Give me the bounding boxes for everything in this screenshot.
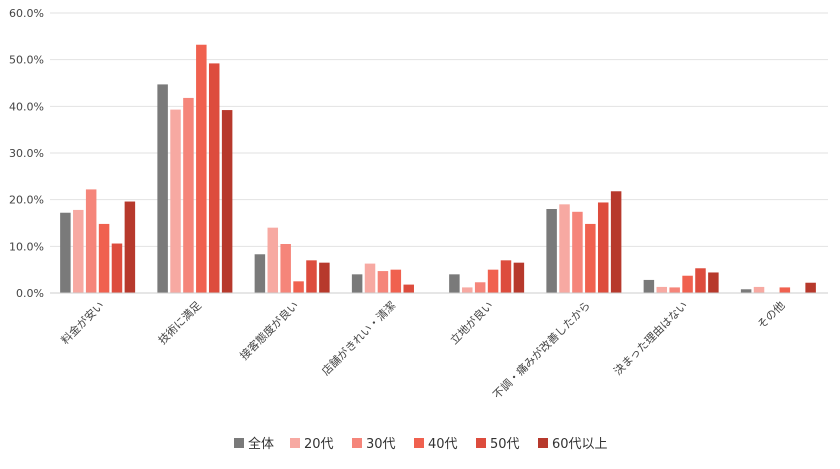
bar-1-4 xyxy=(98,223,110,293)
category-label: 決まった理由はない xyxy=(611,298,691,378)
legend-swatch xyxy=(352,438,362,448)
legend-swatch xyxy=(414,438,424,448)
legend-item: 20代 xyxy=(290,437,334,452)
bar-4-5 xyxy=(403,284,414,293)
bar-4-4 xyxy=(390,269,402,293)
bar-7-1 xyxy=(643,279,655,293)
y-tick-label: 60.0% xyxy=(9,7,44,20)
bar-5-6 xyxy=(513,262,525,293)
bar-3-5 xyxy=(306,260,317,293)
bars xyxy=(60,44,816,294)
bar-6-4 xyxy=(585,223,596,293)
bar-3-4 xyxy=(293,281,304,293)
bar-2-1 xyxy=(157,84,168,294)
legend-swatch xyxy=(476,438,486,448)
bar-6-3 xyxy=(572,211,583,293)
bar-5-4 xyxy=(487,269,499,293)
legend-item: 40代 xyxy=(414,437,458,452)
bar-5-5 xyxy=(500,260,512,293)
bar-6-5 xyxy=(597,202,609,293)
bar-5-2 xyxy=(462,287,473,293)
bar-2-5 xyxy=(208,63,220,294)
legend-swatch xyxy=(290,438,300,448)
bar-2-4 xyxy=(196,44,207,294)
bar-7-4 xyxy=(682,275,693,293)
category-label: 接客態度が良い xyxy=(237,298,301,362)
bar-8-6 xyxy=(805,282,816,293)
bar-2-6 xyxy=(221,110,233,293)
bar-5-3 xyxy=(474,282,486,293)
bar-4-1 xyxy=(351,274,363,293)
bar-1-3 xyxy=(85,189,97,293)
legend-swatch xyxy=(538,438,548,448)
y-tick-label: 20.0% xyxy=(9,194,44,207)
bar-1-2 xyxy=(73,209,84,293)
legend-label: 全体 xyxy=(248,436,274,452)
bar-1-6 xyxy=(124,201,136,293)
y-tick-label: 50.0% xyxy=(9,54,44,67)
legend-item: 60代以上 xyxy=(538,437,608,452)
category-label: 立地が良い xyxy=(447,298,496,347)
category-labels: 料金が安い 技術に満足 接客態度が良い 店舗がきれい・清潔 立地が良い不調・痛みが改善し… xyxy=(58,298,788,401)
bar-2-2 xyxy=(170,109,181,293)
bar-2-3 xyxy=(183,97,194,294)
legend-label: 20代 xyxy=(304,437,334,452)
y-tick-label: 30.0% xyxy=(9,147,44,160)
legend-swatch xyxy=(234,438,244,448)
bar-3-3 xyxy=(280,244,291,293)
legend-label: 50代 xyxy=(490,437,520,452)
legend-label: 40代 xyxy=(428,437,458,452)
legend-label: 30代 xyxy=(366,437,396,452)
bar-7-2 xyxy=(656,286,668,293)
bar-4-2 xyxy=(364,263,376,293)
bar-4-3 xyxy=(377,271,389,293)
legend: 全体 20代 30代 40代 50代 60代以上 xyxy=(234,436,608,452)
bar-6-1 xyxy=(546,209,557,293)
bar-7-6 xyxy=(708,272,719,293)
bar-3-2 xyxy=(267,227,279,293)
category-label: 店舗がきれい・清潔 xyxy=(319,298,399,378)
y-tick-label: 40.0% xyxy=(9,100,44,113)
bar-3-1 xyxy=(254,254,266,293)
category-label: 料金が安い xyxy=(58,298,107,347)
legend-label: 60代以上 xyxy=(552,437,608,452)
bar-5-1 xyxy=(449,274,460,293)
legend-item: 全体 xyxy=(234,436,274,452)
y-axis-tick-labels: 0.0% 10.0% 20.0% 30.0% 40.0% 50.0% 60.0% xyxy=(9,7,44,300)
category-label: 技術に満足 xyxy=(156,299,204,347)
bar-6-2 xyxy=(559,204,570,293)
bar-8-2 xyxy=(753,286,765,293)
bar-1-5 xyxy=(111,243,123,293)
bar-7-5 xyxy=(695,268,706,293)
bar-6-6 xyxy=(610,191,622,293)
bar-8-1 xyxy=(740,289,752,293)
legend-item: 50代 xyxy=(476,437,520,452)
y-tick-label: 0.0% xyxy=(16,287,44,300)
bar-8-4 xyxy=(779,287,791,293)
category-label: その他 xyxy=(755,299,788,332)
legend-item: 30代 xyxy=(352,437,396,452)
bar-7-3 xyxy=(669,287,680,293)
bar-3-6 xyxy=(319,262,330,293)
y-tick-label: 10.0% xyxy=(9,240,44,253)
category-label: 不調・痛みが改善したから xyxy=(490,298,593,401)
bar-1-1 xyxy=(60,212,71,293)
